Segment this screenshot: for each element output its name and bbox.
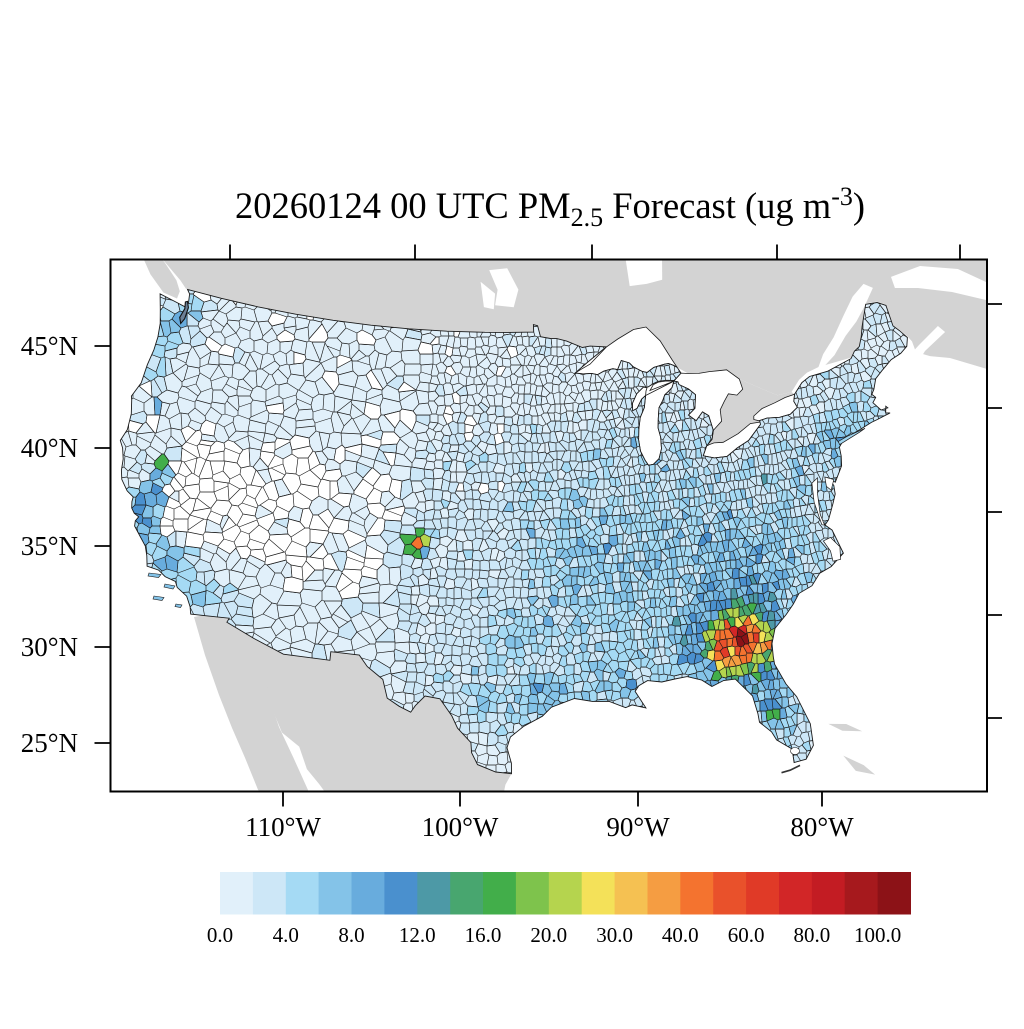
svg-text:16.0: 16.0 [465,923,502,947]
svg-text:80.0: 80.0 [794,923,831,947]
svg-text:25°N: 25°N [21,728,78,758]
svg-text:40°N: 40°N [21,433,78,463]
svg-text:8.0: 8.0 [338,923,364,947]
svg-text:80°W: 80°W [790,812,854,842]
svg-text:20.0: 20.0 [530,923,567,947]
svg-text:30.0: 30.0 [596,923,633,947]
svg-text:45°N: 45°N [21,331,78,361]
svg-text:35°N: 35°N [21,531,78,561]
svg-text:4.0: 4.0 [273,923,299,947]
svg-text:60.0: 60.0 [728,923,765,947]
svg-text:20260124 00 UTC PM2.5 Forecast: 20260124 00 UTC PM2.5 Forecast (ug m-3) [235,182,865,232]
svg-text:100°W: 100°W [422,812,499,842]
svg-text:12.0: 12.0 [399,923,436,947]
svg-text:30°N: 30°N [21,632,78,662]
svg-text:100.0: 100.0 [854,923,901,947]
svg-text:90°W: 90°W [606,812,670,842]
svg-text:0.0: 0.0 [207,923,233,947]
svg-text:110°W: 110°W [245,812,321,842]
svg-text:40.0: 40.0 [662,923,699,947]
